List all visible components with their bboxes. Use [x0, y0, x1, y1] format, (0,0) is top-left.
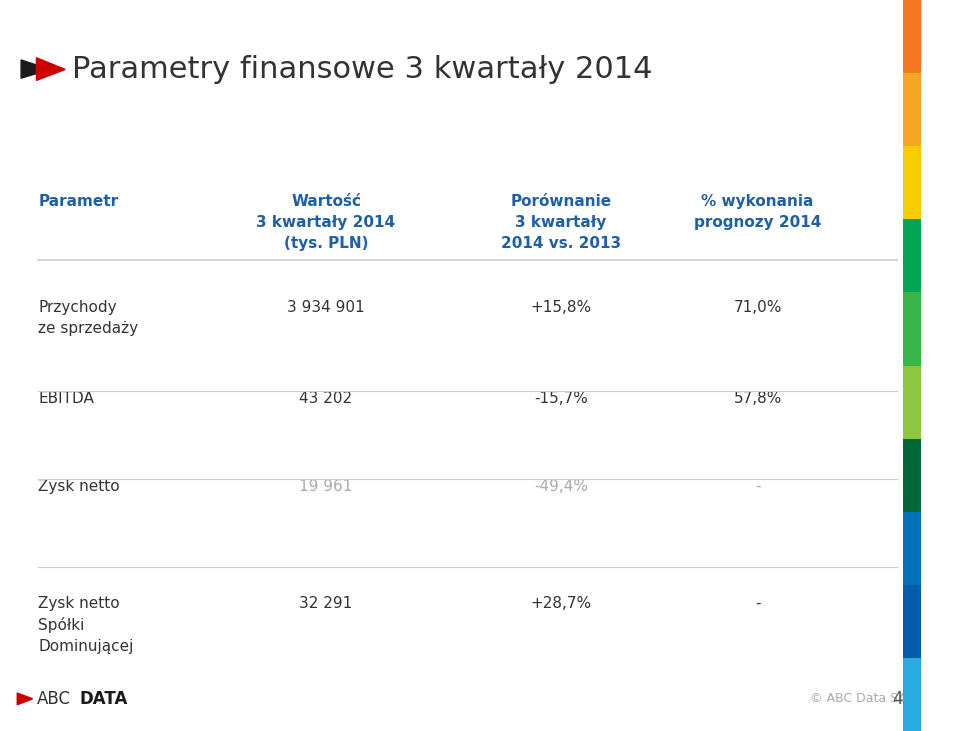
Text: % wykonania
prognozy 2014: % wykonania prognozy 2014: [694, 194, 821, 230]
Text: Wartość
3 kwartały 2014
(tys. PLN): Wartość 3 kwartały 2014 (tys. PLN): [256, 194, 396, 251]
Text: 19 961: 19 961: [299, 479, 353, 494]
Text: -: -: [755, 479, 760, 494]
Text: +15,8%: +15,8%: [530, 300, 592, 315]
Text: DATA: DATA: [80, 690, 128, 708]
Text: © ABC Data SA: © ABC Data SA: [810, 692, 907, 705]
Text: ABC: ABC: [36, 690, 70, 708]
Text: 32 291: 32 291: [299, 596, 353, 611]
Text: 57,8%: 57,8%: [734, 391, 782, 406]
Text: -15,7%: -15,7%: [534, 391, 588, 406]
Text: 3 934 901: 3 934 901: [288, 300, 364, 315]
Text: Zysk netto
Spółki
Dominującej: Zysk netto Spółki Dominującej: [38, 596, 133, 654]
Text: 43 202: 43 202: [299, 391, 353, 406]
Text: Przychody
ze sprzedaży: Przychody ze sprzedaży: [38, 300, 138, 336]
Text: +28,7%: +28,7%: [530, 596, 592, 611]
Text: Parametry finansowe 3 kwartały 2014: Parametry finansowe 3 kwartały 2014: [72, 55, 652, 84]
Text: Parametr: Parametr: [38, 194, 119, 209]
Text: 71,0%: 71,0%: [734, 300, 782, 315]
Text: 4: 4: [892, 690, 902, 708]
Text: -: -: [755, 596, 760, 611]
Text: -49,4%: -49,4%: [534, 479, 588, 494]
Text: Porównanie
3 kwartały
2014 vs. 2013: Porównanie 3 kwartały 2014 vs. 2013: [501, 194, 621, 251]
Text: Zysk netto: Zysk netto: [38, 479, 120, 494]
Text: EBITDA: EBITDA: [38, 391, 94, 406]
